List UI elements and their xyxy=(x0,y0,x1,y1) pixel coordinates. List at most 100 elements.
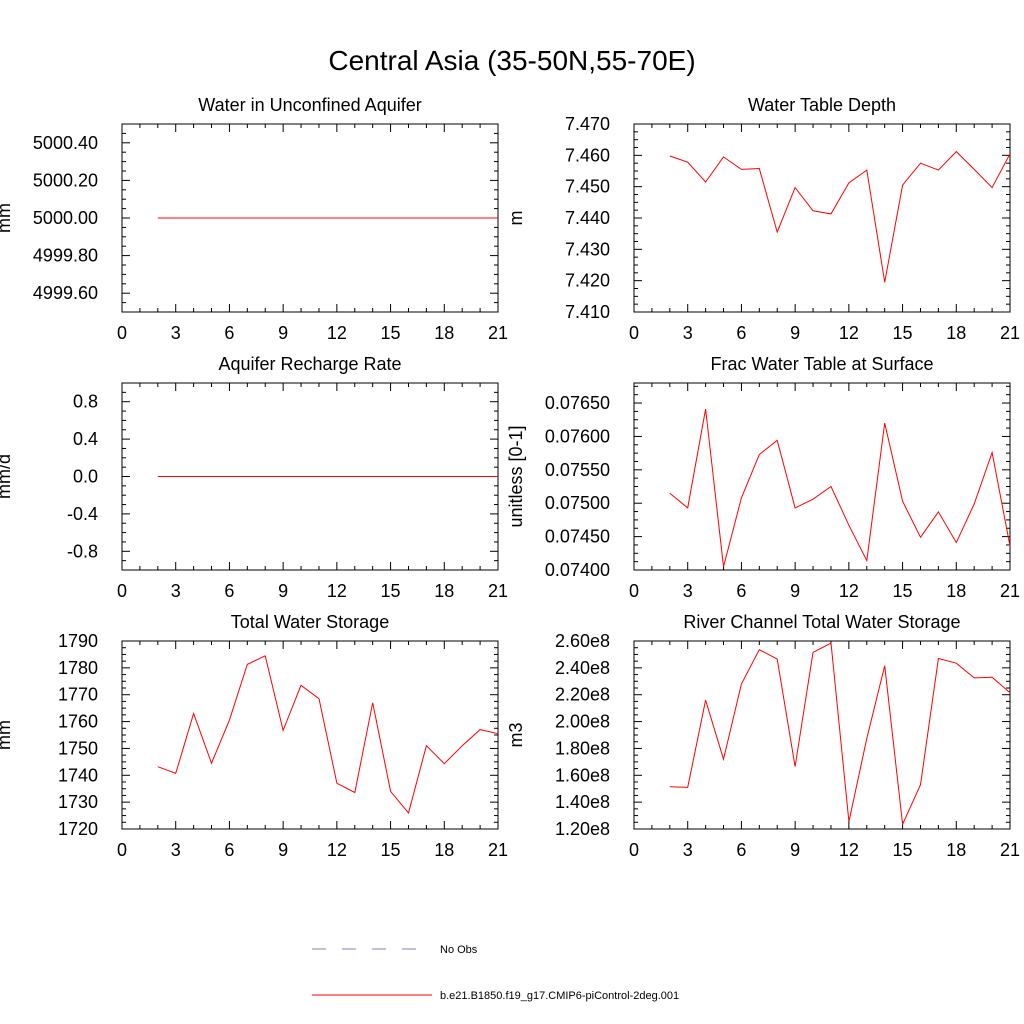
y-tick-label: 7.460 xyxy=(565,145,610,165)
x-tick-label: 0 xyxy=(117,581,127,601)
chart-title: Frac Water Table at Surface xyxy=(710,354,933,374)
y-tick-label: 1720 xyxy=(58,819,98,839)
x-tick-label: 21 xyxy=(488,840,508,860)
x-tick-label: 6 xyxy=(736,581,746,601)
plot-frame xyxy=(121,640,499,830)
chart-title: River Channel Total Water Storage xyxy=(683,612,960,632)
x-tick-label: 6 xyxy=(736,840,746,860)
x-tick-label: 6 xyxy=(224,581,234,601)
x-tick-label: 21 xyxy=(1000,323,1020,343)
plot-frame xyxy=(633,640,1011,830)
x-tick-label: 3 xyxy=(683,323,693,343)
y-tick-label: 1780 xyxy=(58,658,98,678)
y-tick-label: 1750 xyxy=(58,738,98,758)
y-tick-label: 0.07650 xyxy=(545,393,610,413)
y-tick-label: 1770 xyxy=(58,685,98,705)
y-axis-label: m xyxy=(506,211,526,226)
x-tick-label: 18 xyxy=(434,581,454,601)
chart-title: Water in Unconfined Aquifer xyxy=(198,95,421,115)
y-tick-label: 0.07400 xyxy=(545,560,610,580)
x-tick-label: 9 xyxy=(790,323,800,343)
x-tick-label: 18 xyxy=(946,581,966,601)
x-tick-label: 21 xyxy=(1000,581,1020,601)
chart-water-in-unconfined-aquifer: Water in Unconfined Aquifer mm 0 3 6 9 12 15 18 2… xyxy=(0,95,508,343)
x-tick-label: 21 xyxy=(488,581,508,601)
y-tick-label: 5000.40 xyxy=(33,133,98,153)
x-tick-label: 12 xyxy=(327,581,347,601)
y-tick-label: -0.8 xyxy=(67,541,98,561)
x-tick-label: 12 xyxy=(327,840,347,860)
x-tick-label: 3 xyxy=(171,323,181,343)
x-tick-label: 21 xyxy=(488,323,508,343)
x-tick-label: 15 xyxy=(893,323,913,343)
y-tick-label: 0.07550 xyxy=(545,460,610,480)
x-tick-label: 3 xyxy=(683,581,693,601)
y-tick-label: 7.470 xyxy=(565,114,610,134)
y-axis-label: unitless [0-1] xyxy=(506,425,526,527)
y-tick-label: 0.0 xyxy=(73,467,98,487)
x-tick-label: 18 xyxy=(434,840,454,860)
chart-water-table-depth: Water Table Depth m 0 3 6 9 12 15 18 21 7.410 7.420… xyxy=(506,95,1020,343)
y-tick-label: 1.40e8 xyxy=(555,792,610,812)
chart-title: Aquifer Recharge Rate xyxy=(218,354,401,374)
x-tick-label: 18 xyxy=(946,840,966,860)
series-line-0 xyxy=(157,655,499,814)
chart-title: Water Table Depth xyxy=(748,95,896,115)
y-tick-label: 0.8 xyxy=(73,392,98,412)
y-tick-label: 2.00e8 xyxy=(555,712,610,732)
legend: No Obs b.e21.B1850.f19_g17.CMIP6-piContr… xyxy=(312,944,679,1002)
x-tick-label: 15 xyxy=(381,323,401,343)
x-tick-label: 3 xyxy=(171,840,181,860)
panels: Water in Unconfined Aquifer mm 0 3 6 9 12 15 18 2… xyxy=(0,95,1020,860)
chart-total-water-storage: Total Water Storage mm 0 3 6 9 12 15 18 21 1720 173… xyxy=(0,612,508,860)
x-tick-label: 15 xyxy=(893,581,913,601)
legend-label-no-obs: No Obs xyxy=(440,944,478,956)
x-tick-label: 12 xyxy=(327,323,347,343)
y-axis-label: mm xyxy=(0,720,14,750)
y-tick-label: 0.07600 xyxy=(545,426,610,446)
plot-frame xyxy=(633,382,1011,571)
chart-frac-water-table-at-surface: Frac Water Table at Surface unitless [0-1… xyxy=(506,354,1020,601)
series-line-0 xyxy=(669,150,1011,283)
chart-title: Total Water Storage xyxy=(231,612,389,632)
y-tick-label: 7.430 xyxy=(565,239,610,259)
series-line-0 xyxy=(669,642,1011,827)
y-tick-label: 7.440 xyxy=(565,208,610,228)
x-tick-label: 12 xyxy=(839,323,859,343)
y-tick-label: 1.80e8 xyxy=(555,738,610,758)
x-tick-label: 18 xyxy=(434,323,454,343)
y-tick-label: 1760 xyxy=(58,712,98,732)
y-tick-label: 7.420 xyxy=(565,271,610,291)
x-tick-label: 15 xyxy=(381,840,401,860)
x-tick-label: 21 xyxy=(1000,840,1020,860)
y-tick-label: -0.4 xyxy=(67,504,98,524)
y-tick-label: 4999.80 xyxy=(33,246,98,266)
chart-aquifer-recharge-rate: Aquifer Recharge Rate mm/d 0 3 6 9 12 15 18 21 -0.… xyxy=(0,354,508,601)
x-tick-label: 9 xyxy=(790,581,800,601)
x-tick-label: 12 xyxy=(839,581,859,601)
x-tick-label: 9 xyxy=(278,323,288,343)
x-tick-label: 18 xyxy=(946,323,966,343)
x-tick-label: 0 xyxy=(629,323,639,343)
y-tick-label: 1.60e8 xyxy=(555,765,610,785)
y-tick-label: 0.07500 xyxy=(545,493,610,513)
x-tick-label: 0 xyxy=(629,840,639,860)
x-tick-label: 6 xyxy=(224,840,234,860)
plot-frame xyxy=(633,123,1011,313)
y-tick-label: 1740 xyxy=(58,765,98,785)
y-tick-label: 0.07450 xyxy=(545,527,610,547)
x-tick-label: 9 xyxy=(278,840,288,860)
x-tick-label: 6 xyxy=(736,323,746,343)
x-tick-label: 9 xyxy=(278,581,288,601)
y-tick-label: 1790 xyxy=(58,631,98,651)
x-tick-label: 15 xyxy=(893,840,913,860)
y-tick-label: 5000.20 xyxy=(33,170,98,190)
series-line-0 xyxy=(669,408,1011,567)
legend-label-model: b.e21.B1850.f19_g17.CMIP6-piControl-2deg… xyxy=(440,990,679,1002)
chart-river-channel-total-water-storage: River Channel Total Water Storage m3 0 3 6 9 1… xyxy=(506,612,1020,860)
y-axis-label: m3 xyxy=(506,722,526,747)
y-tick-label: 7.450 xyxy=(565,177,610,197)
x-tick-label: 6 xyxy=(224,323,234,343)
x-tick-label: 0 xyxy=(117,840,127,860)
